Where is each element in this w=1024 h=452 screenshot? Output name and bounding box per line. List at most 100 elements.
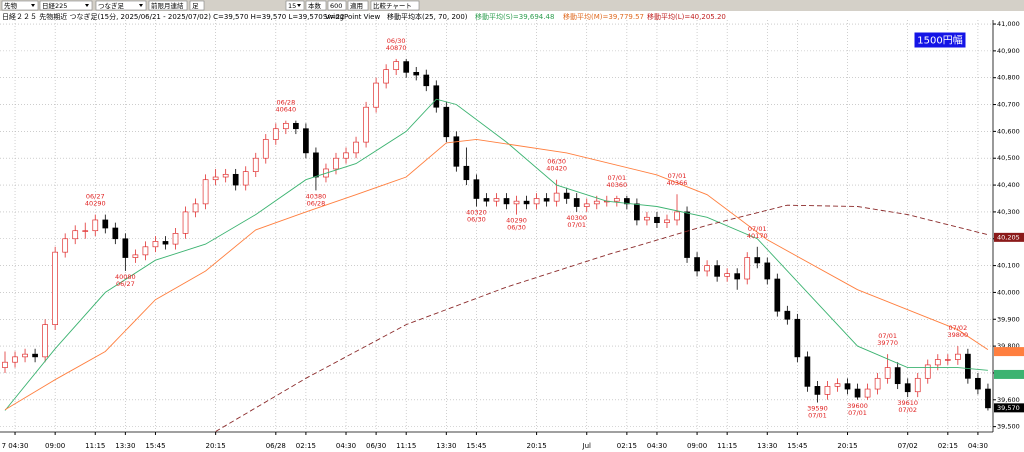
x-tick-label: 20:15 [837, 442, 857, 450]
swing-label: 40290 [85, 200, 106, 208]
x-tick-label: 13:30 [115, 442, 135, 450]
swing-label: 07/01 [567, 221, 586, 229]
price-tag-label: 40,205 [997, 233, 1020, 241]
swing-label: 07/02 [898, 406, 917, 414]
candle-body [985, 388, 991, 409]
candle-body [282, 122, 289, 130]
candle-body [664, 219, 670, 223]
x-tick-label: 09:00 [45, 442, 65, 450]
candle-body [52, 251, 59, 325]
y-tick-label: 40,800 [997, 74, 1020, 82]
candle-body [132, 254, 139, 258]
x-tick-label: 15:45 [145, 442, 165, 450]
candle-body [433, 85, 440, 108]
candle-body [864, 388, 871, 398]
y-tick-label: 40,700 [997, 101, 1020, 109]
toolbar-control[interactable] [1, 0, 39, 11]
swing-label: 40380 [306, 192, 327, 200]
moving-average [4, 98, 988, 411]
toolbar-label: 先物 [4, 1, 18, 10]
candle-body [162, 241, 169, 245]
info-view: SwingPoint View [323, 13, 380, 21]
x-tick-label: 02:15 [617, 442, 637, 450]
swing-label: 06/27 [116, 280, 135, 288]
candle-body [212, 176, 219, 181]
x-tick-label: Jul [582, 442, 592, 450]
swing-label: 40320 [466, 209, 487, 217]
toolbar-control[interactable] [95, 0, 147, 11]
candle-body [92, 219, 99, 232]
candle-body [293, 122, 299, 130]
toolbar-label: 本数 [308, 1, 322, 10]
y-tick-label: 41,000 [997, 20, 1020, 28]
swing-label: 07/01 [668, 172, 687, 180]
swing-label: 40640 [275, 106, 296, 114]
swing-label: 40300 [566, 214, 587, 222]
candle-body [22, 353, 28, 358]
toolbar-control[interactable] [327, 0, 347, 11]
candle-body [975, 377, 981, 390]
moving-average [4, 138, 989, 411]
candle-body [613, 198, 620, 202]
toolbar-control[interactable] [370, 0, 420, 11]
swing-label: 39770 [877, 339, 898, 347]
toolbar-control[interactable] [305, 0, 327, 11]
swing-label: 07/01 [848, 409, 867, 417]
candle-body [252, 157, 259, 172]
swing-label: 07/01 [607, 174, 626, 182]
swing-label: 07/02 [948, 324, 967, 332]
toolbar-control[interactable] [39, 0, 93, 11]
candle-body [654, 216, 660, 223]
candle-body [854, 388, 861, 398]
candle-body [684, 211, 690, 258]
candle-body [12, 356, 18, 363]
candle-body [794, 318, 801, 358]
swing-label: 07/01 [878, 332, 897, 340]
candle-body [784, 310, 791, 320]
candle-body [363, 106, 369, 143]
dropdown-arrow [139, 4, 143, 7]
y-tick-label: 40,000 [997, 288, 1020, 296]
toolbar-control[interactable] [148, 0, 188, 11]
candle-body [954, 353, 961, 360]
x-tick-label: 13:30 [757, 442, 777, 450]
toolbar-control[interactable] [285, 0, 305, 11]
toolbar-label: 比較チャート [373, 1, 412, 10]
x-tick-label: 09:00 [687, 442, 707, 450]
candle-body [82, 230, 89, 232]
candle-body [72, 230, 79, 240]
swing-label: 39610 [897, 399, 918, 407]
toolbar-label: つなぎ足 [98, 1, 125, 10]
candle-body [232, 173, 239, 186]
candle-body [764, 262, 771, 280]
candle-body [874, 377, 881, 390]
toolbar-control[interactable] [347, 0, 369, 11]
info-ma-m: 移動平均(M)=39,779.57 [563, 12, 644, 21]
candle-body [563, 192, 570, 199]
candle-body [443, 106, 450, 138]
toolbar-label: 足 [192, 2, 199, 10]
toolbar-label: 600 [330, 2, 342, 10]
candle-body [543, 198, 550, 202]
toolbar-label: 適用 [350, 1, 363, 10]
toolbar-control[interactable] [189, 0, 205, 11]
candle-body [824, 386, 831, 395]
price-tag [994, 403, 1024, 413]
price-tag [994, 369, 1024, 379]
swing-label: 06/30 [387, 37, 406, 45]
y-tick-label: 40,600 [997, 127, 1020, 135]
price-tag [994, 347, 1024, 357]
candle-body [353, 141, 359, 154]
candle-body [463, 165, 470, 181]
swing-label: 07/01 [808, 411, 827, 419]
candle-body [333, 157, 339, 170]
candle-body [834, 383, 841, 387]
candle-body [403, 61, 410, 73]
candle-body [754, 257, 761, 264]
candle-body [142, 246, 149, 256]
x-tick-label: 15:45 [787, 442, 807, 450]
candle-body [944, 359, 951, 361]
range-badge [913, 31, 967, 49]
candle-body [42, 324, 48, 358]
candle-body [102, 219, 109, 229]
